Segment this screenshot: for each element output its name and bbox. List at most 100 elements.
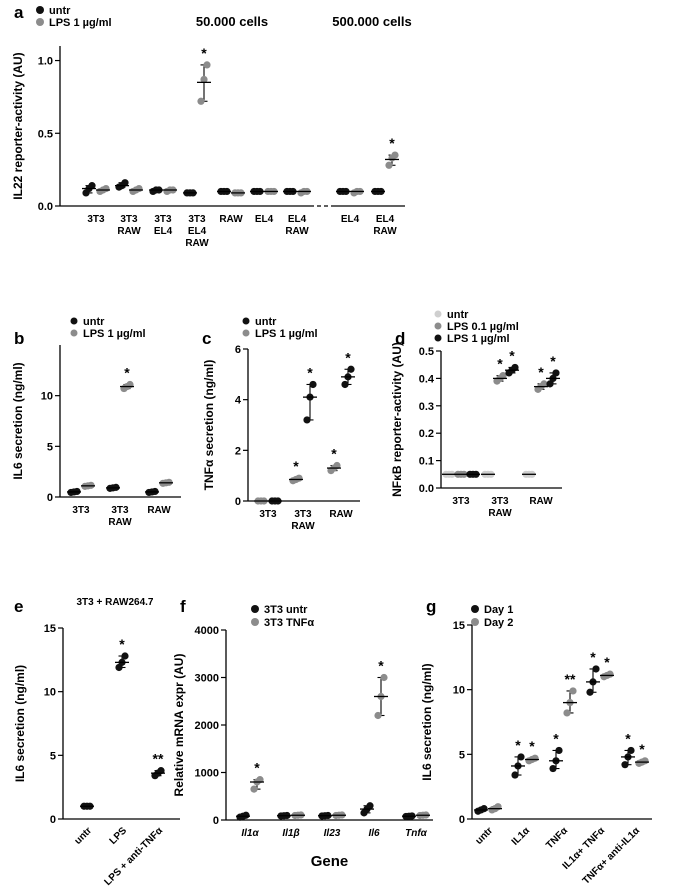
- x-category-label-d: RAW: [488, 508, 512, 519]
- x-category-label-b: RAW: [147, 505, 171, 516]
- legend-label-f: 3T3 TNFα: [264, 617, 314, 629]
- data-point-g: [563, 709, 571, 717]
- data-point-a: [203, 61, 211, 69]
- significance-star-g: **: [565, 671, 576, 687]
- data-point-g: [517, 753, 525, 761]
- x-category-label-a: EL4: [255, 214, 274, 225]
- y-tick-label-d: 0.0: [419, 483, 434, 495]
- data-point-d: [511, 363, 519, 372]
- legend-marker-d: [434, 322, 442, 330]
- data-point-e: [121, 652, 129, 660]
- x-category-label-c: 3T3: [294, 509, 312, 520]
- x-category-label-g: untr: [474, 825, 496, 847]
- data-point-g: [606, 670, 614, 678]
- x-category-label-c: RAW: [329, 509, 353, 520]
- x-category-label-a: RAW: [285, 226, 309, 237]
- column-header-a: 500.000 cells: [332, 14, 412, 29]
- significance-star-g: *: [529, 738, 535, 754]
- x-category-label-d: 3T3: [452, 496, 470, 507]
- y-tick-label-c: 4: [235, 395, 242, 407]
- y-axis-label-f: Relative mRNA expr (AU): [172, 654, 186, 797]
- x-category-label-a: EL4: [188, 226, 207, 237]
- legend-label-b: untr: [83, 316, 105, 328]
- y-axis-label-d: NFκB reporter-activity (AU): [390, 342, 404, 497]
- legend-marker-c: [242, 329, 250, 337]
- x-category-label-f: Il23: [324, 828, 341, 839]
- legend-label-c: LPS 1 µg/ml: [255, 328, 318, 340]
- significance-star-f: *: [254, 760, 260, 776]
- x-category-label-d: 3T3: [491, 496, 509, 507]
- data-point-e: [157, 767, 165, 775]
- data-point-f: [242, 811, 250, 819]
- y-tick-label-c: 2: [235, 445, 241, 457]
- legend-marker-a: [36, 6, 44, 14]
- significance-star-a: *: [201, 45, 207, 61]
- x-category-label-f: Il1β: [282, 828, 299, 839]
- panel-label-f: f: [180, 597, 186, 616]
- x-category-label-f: Tnfα: [405, 828, 428, 839]
- data-point-d: [546, 380, 554, 388]
- significance-star-e: *: [119, 636, 125, 652]
- x-category-label-a: RAW: [373, 226, 397, 237]
- y-axis-label-a: IL22 reporter-activity (AU): [11, 52, 25, 199]
- y-tick-label-d: 0.2: [419, 428, 434, 440]
- data-point-g: [641, 757, 649, 765]
- y-tick-label-g: 0: [459, 814, 465, 826]
- significance-star-a: *: [389, 135, 395, 151]
- x-category-label-a: 3T3: [154, 214, 172, 225]
- x-category-label-g: IL1α: [510, 825, 533, 848]
- data-point-c: [303, 416, 311, 424]
- legend-label-b: LPS 1 µg/ml: [83, 328, 146, 340]
- significance-star-c: *: [331, 446, 337, 462]
- y-tick-label-b: 0: [47, 492, 53, 504]
- legend-marker-d: [434, 334, 442, 342]
- data-point-a: [88, 182, 96, 190]
- y-tick-label-a: 1.0: [38, 56, 53, 68]
- significance-star-d: *: [497, 356, 503, 372]
- data-point-d: [552, 369, 560, 377]
- legend-marker-g: [471, 605, 479, 613]
- significance-star-d: *: [509, 347, 515, 363]
- data-point-a: [197, 97, 205, 105]
- data-point-g: [621, 761, 629, 769]
- y-tick-label-e: 5: [50, 750, 56, 762]
- legend-marker-b: [70, 317, 78, 325]
- y-tick-label-d: 0.3: [419, 401, 434, 413]
- x-category-label-b: 3T3: [72, 505, 90, 516]
- data-point-g: [627, 746, 635, 755]
- y-tick-label-f: 0: [213, 815, 219, 827]
- legend-label-g: Day 1: [484, 604, 513, 616]
- legend-marker-c: [242, 317, 250, 325]
- x-category-label-b: 3T3: [111, 505, 129, 516]
- significance-star-c: *: [307, 364, 313, 380]
- data-point-f: [366, 802, 374, 810]
- legend-marker-b: [70, 329, 78, 337]
- data-point-a: [102, 184, 110, 193]
- data-point-g: [592, 665, 600, 673]
- data-point-g: [549, 764, 557, 773]
- data-point-f: [374, 711, 382, 720]
- x-category-label-f: Il6: [368, 828, 380, 839]
- legend-label-g: Day 2: [484, 617, 513, 629]
- data-point-c: [333, 461, 341, 470]
- x-category-label-a: 3T3: [188, 214, 206, 225]
- x-category-label-e: LPS: [108, 825, 130, 847]
- x-category-label-c: RAW: [291, 521, 315, 532]
- x-category-label-e: untr: [73, 825, 95, 847]
- x-category-label-b: RAW: [108, 517, 132, 528]
- data-point-a: [121, 179, 129, 187]
- x-axis-label-f: Gene: [311, 853, 349, 870]
- significance-star-g: *: [639, 741, 645, 757]
- panel-label-a: a: [14, 3, 24, 22]
- panel-label-d: d: [395, 329, 405, 348]
- x-category-label-a: RAW: [185, 238, 209, 249]
- y-tick-label-e: 0: [50, 814, 56, 826]
- significance-star-g: *: [553, 730, 559, 746]
- legend-marker-d: [434, 310, 442, 318]
- significance-star-c: *: [293, 458, 299, 474]
- x-category-label-d: RAW: [529, 496, 553, 507]
- y-tick-label-g: 10: [453, 685, 465, 697]
- significance-star-f: *: [378, 658, 384, 674]
- y-tick-label-d: 0.4: [419, 373, 435, 385]
- data-point-f: [380, 673, 388, 682]
